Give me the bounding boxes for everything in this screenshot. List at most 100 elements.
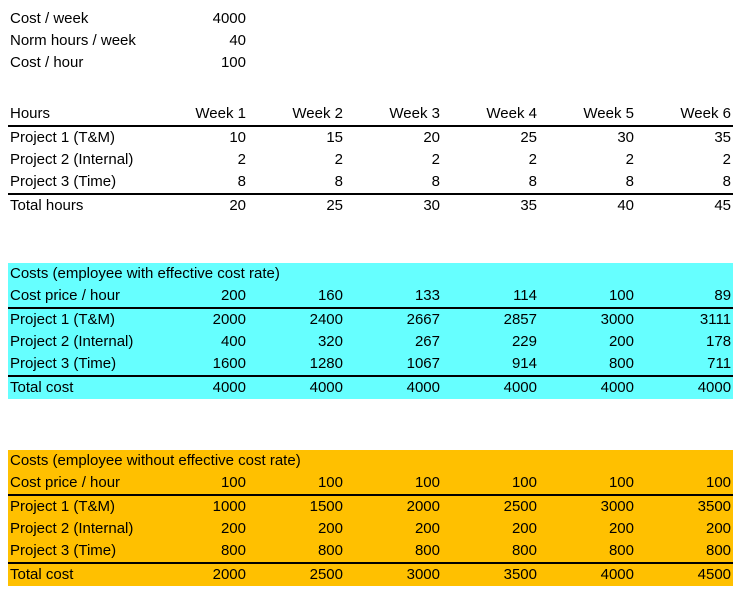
value-cell[interactable]: 2857 [503, 311, 537, 328]
value-cell[interactable]: 100 [636, 472, 734, 496]
value-cell[interactable]: 2500 [503, 498, 537, 515]
value-cell[interactable]: 800 [539, 540, 636, 564]
value-cell[interactable]: 1000 [212, 498, 246, 515]
row-label-cell[interactable]: Project 3 (Time) [8, 353, 158, 377]
row-label-cell[interactable]: Cost price / hour [8, 472, 158, 496]
value-cell[interactable]: 914 [442, 353, 539, 377]
value-cell[interactable]: 100 [539, 285, 636, 309]
value-cell[interactable]: 2667 [406, 311, 440, 328]
value-cell[interactable]: 35 [714, 129, 731, 146]
week-header-cell[interactable]: Week 1 [158, 103, 248, 127]
value-cell[interactable]: 89 [636, 285, 734, 309]
total-value-cell[interactable]: 4000 [212, 379, 246, 396]
value-cell[interactable]: 15 [326, 129, 343, 146]
value-cell[interactable]: 320 [317, 333, 343, 350]
value-cell[interactable]: 200 [317, 520, 343, 537]
total-value-cell[interactable]: 4000 [600, 566, 634, 583]
week-header-cell[interactable]: Week 3 [345, 103, 442, 127]
value-cell[interactable]: 100 [442, 472, 539, 496]
value-cell[interactable]: 200 [608, 520, 634, 537]
value-cell[interactable]: 1280 [248, 353, 345, 377]
value-cell[interactable]: 8 [442, 171, 539, 195]
param-label-cell[interactable]: Cost / hour [10, 54, 84, 71]
value-cell[interactable]: 8 [539, 171, 636, 195]
value-cell[interactable]: 800 [158, 540, 248, 564]
total-value-cell[interactable]: 2000 [212, 566, 246, 583]
row-label-cell[interactable]: Project 1 (T&M) [10, 311, 116, 328]
total-value-cell[interactable]: 4500 [697, 566, 732, 583]
value-cell[interactable]: 200 [608, 333, 634, 350]
param-label-cell[interactable]: Cost / week [10, 10, 89, 27]
value-cell[interactable]: 3111 [699, 311, 732, 328]
param-value-cell[interactable]: 4000 [212, 10, 246, 27]
total-value-cell[interactable]: 3000 [406, 566, 440, 583]
week-header-cell[interactable]: Week 6 [636, 103, 733, 127]
total-value-cell[interactable]: 45 [714, 197, 731, 214]
row-label-cell[interactable]: Project 2 (Internal) [10, 151, 134, 168]
value-cell[interactable]: 2000 [212, 311, 246, 328]
value-cell[interactable]: 100 [345, 472, 442, 496]
total-value-cell[interactable]: 25 [326, 197, 343, 214]
value-cell[interactable]: 100 [248, 472, 345, 496]
value-cell[interactable]: 200 [414, 520, 440, 537]
value-cell[interactable]: 30 [617, 129, 634, 146]
value-cell[interactable]: 800 [539, 353, 636, 377]
value-cell[interactable]: 100 [158, 472, 248, 496]
value-cell[interactable]: 200 [511, 520, 537, 537]
value-cell[interactable]: 2 [334, 151, 343, 168]
value-cell[interactable]: 8 [248, 171, 345, 195]
week-header-cell[interactable]: Week 5 [539, 103, 636, 127]
value-cell[interactable]: 25 [520, 129, 537, 146]
hours-header-cell[interactable]: Hours [8, 103, 158, 127]
value-cell[interactable]: 800 [636, 540, 734, 564]
value-cell[interactable]: 8 [345, 171, 442, 195]
value-cell[interactable]: 100 [539, 472, 636, 496]
value-cell[interactable]: 2 [528, 151, 537, 168]
value-cell[interactable]: 800 [442, 540, 539, 564]
value-cell[interactable]: 2 [237, 151, 246, 168]
value-cell[interactable]: 2 [625, 151, 634, 168]
value-cell[interactable]: 8 [636, 171, 733, 195]
total-value-cell[interactable]: 2500 [309, 566, 343, 583]
total-label-cell[interactable]: Total cost [10, 566, 74, 583]
value-cell[interactable]: 3500 [697, 498, 732, 515]
value-cell[interactable]: 711 [636, 353, 734, 377]
week-header-cell[interactable]: Week 2 [248, 103, 345, 127]
total-value-cell[interactable]: 4000 [503, 379, 537, 396]
week-header-cell[interactable]: Week 4 [442, 103, 539, 127]
row-label-cell[interactable]: Project 1 (T&M) [10, 129, 116, 146]
total-value-cell[interactable]: 4000 [600, 379, 634, 396]
value-cell[interactable]: 800 [248, 540, 345, 564]
value-cell[interactable]: 2 [722, 151, 731, 168]
total-value-cell[interactable]: 4000 [406, 379, 440, 396]
total-label-cell[interactable]: Total cost [10, 379, 74, 396]
row-label-cell[interactable]: Project 2 (Internal) [10, 520, 134, 537]
section-title-cell[interactable]: Costs (employee without effective cost r… [10, 452, 301, 469]
value-cell[interactable]: 133 [345, 285, 442, 309]
value-cell[interactable]: 1500 [309, 498, 343, 515]
value-cell[interactable]: 229 [511, 333, 537, 350]
value-cell[interactable]: 2400 [309, 311, 343, 328]
value-cell[interactable]: 2 [431, 151, 440, 168]
total-value-cell[interactable]: 35 [520, 197, 537, 214]
value-cell[interactable]: 2000 [406, 498, 440, 515]
total-value-cell[interactable]: 4000 [697, 379, 732, 396]
row-label-cell[interactable]: Project 3 (Time) [8, 540, 158, 564]
total-value-cell[interactable]: 40 [617, 197, 634, 214]
value-cell[interactable]: 20 [423, 129, 440, 146]
value-cell[interactable]: 800 [345, 540, 442, 564]
row-label-cell[interactable]: Project 1 (T&M) [10, 498, 116, 515]
row-label-cell[interactable]: Project 3 (Time) [8, 171, 158, 195]
param-label-cell[interactable]: Norm hours / week [10, 32, 136, 49]
value-cell[interactable]: 3000 [600, 311, 634, 328]
total-value-cell[interactable]: 3500 [503, 566, 537, 583]
value-cell[interactable]: 114 [442, 285, 539, 309]
value-cell[interactable]: 200 [706, 520, 732, 537]
value-cell[interactable]: 200 [220, 520, 246, 537]
value-cell[interactable]: 3000 [600, 498, 634, 515]
value-cell[interactable]: 1067 [345, 353, 442, 377]
section-title-cell[interactable]: Costs (employee with effective cost rate… [10, 265, 280, 282]
value-cell[interactable]: 400 [220, 333, 246, 350]
param-value-cell[interactable]: 40 [229, 32, 246, 49]
value-cell[interactable]: 8 [158, 171, 248, 195]
